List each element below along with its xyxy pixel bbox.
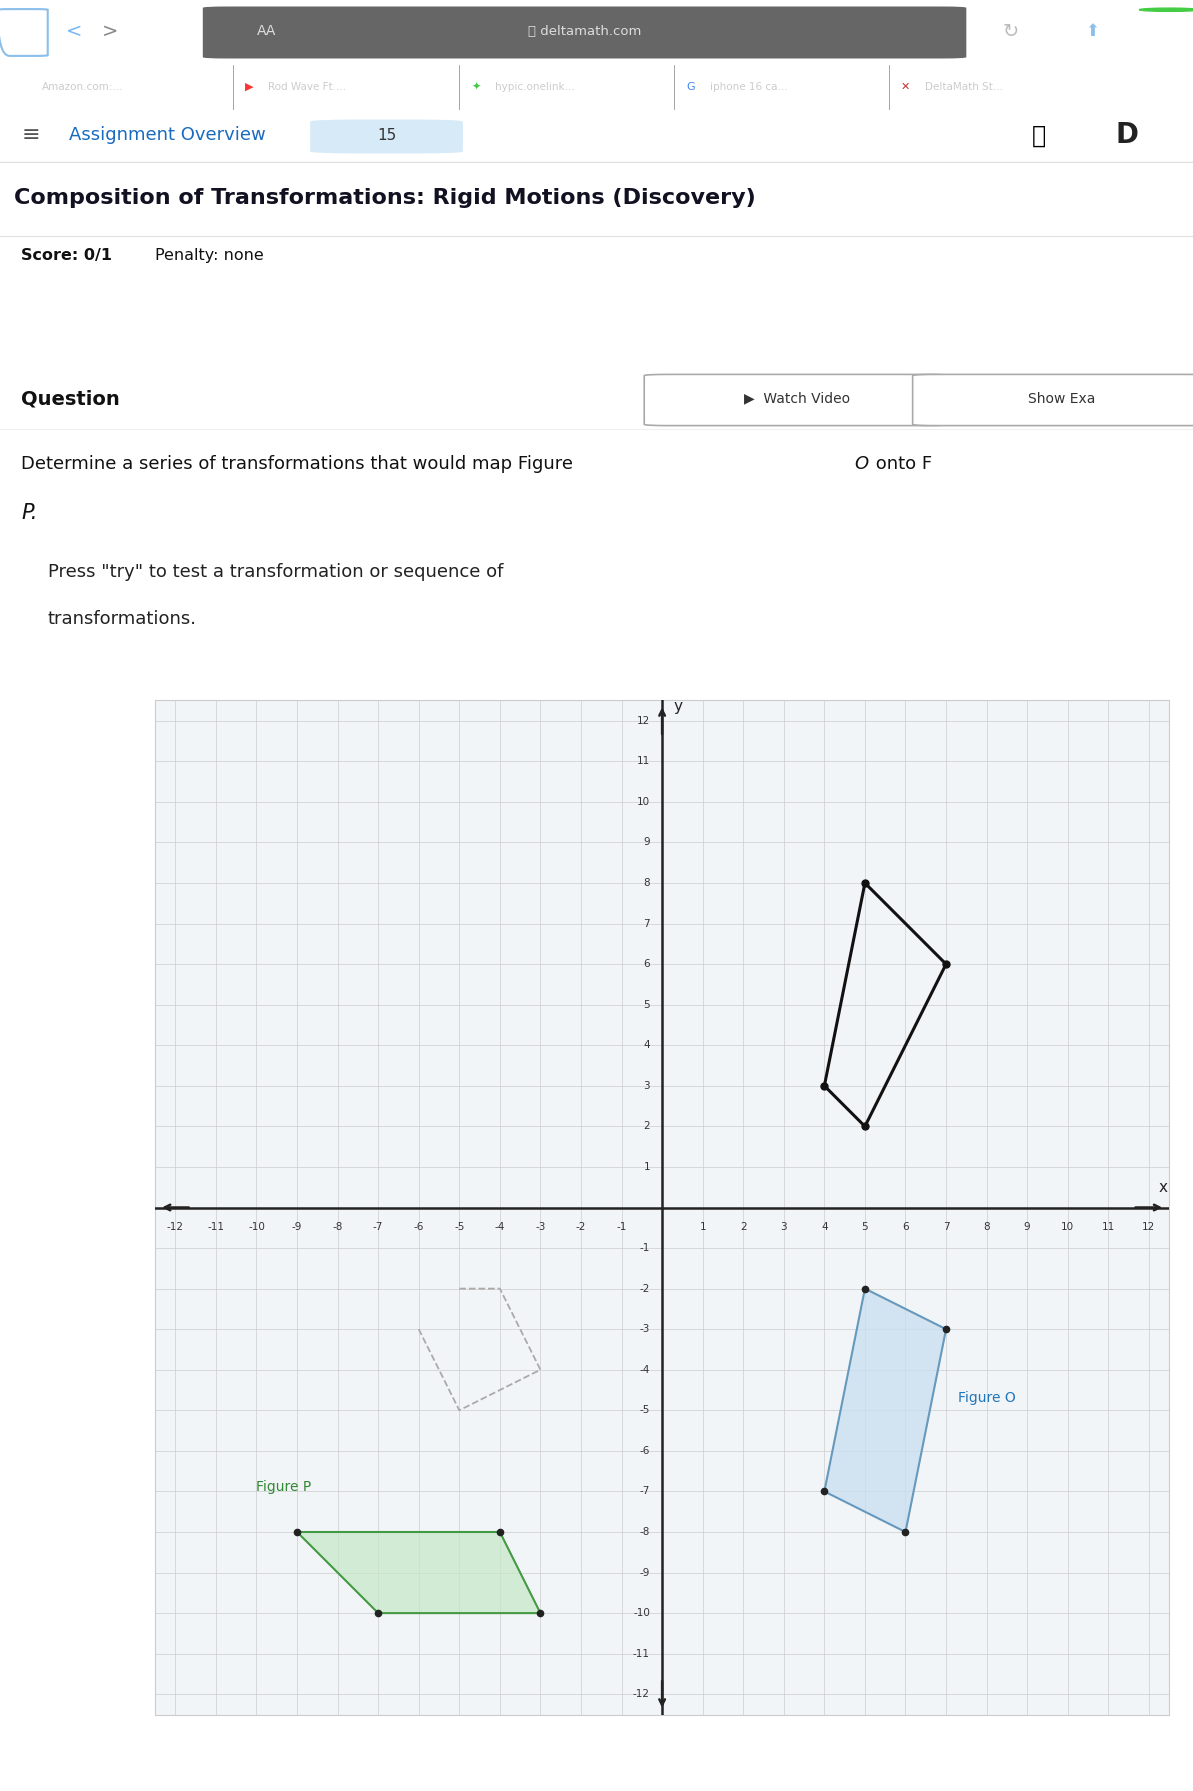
Text: Press "try" to test a transformation or sequence of: Press "try" to test a transformation or …: [48, 562, 503, 580]
Text: -5: -5: [639, 1406, 650, 1415]
Text: DeltaMath St...: DeltaMath St...: [925, 82, 1002, 91]
Text: Amazon.com:...: Amazon.com:...: [42, 82, 123, 91]
Text: y: y: [674, 698, 682, 715]
Text: >: >: [101, 21, 118, 41]
Text: 4: 4: [821, 1221, 828, 1232]
FancyBboxPatch shape: [644, 374, 948, 426]
Text: 9: 9: [1024, 1221, 1031, 1232]
Text: -7: -7: [373, 1221, 383, 1232]
Text: hypic.onelink...: hypic.onelink...: [495, 82, 575, 91]
Text: 3: 3: [643, 1080, 650, 1091]
Text: 12: 12: [637, 716, 650, 725]
Text: x: x: [1158, 1180, 1168, 1195]
FancyBboxPatch shape: [203, 7, 966, 59]
Text: iphone 16 ca...: iphone 16 ca...: [710, 82, 787, 91]
FancyBboxPatch shape: [913, 374, 1193, 426]
Text: -3: -3: [536, 1221, 545, 1232]
Text: -4: -4: [495, 1221, 505, 1232]
Text: Show Exa: Show Exa: [1028, 392, 1095, 407]
Text: AA: AA: [256, 25, 276, 38]
Text: -6: -6: [414, 1221, 424, 1232]
Text: 15: 15: [377, 127, 396, 143]
Polygon shape: [297, 1531, 540, 1614]
Text: 8: 8: [643, 878, 650, 888]
Text: 12: 12: [1142, 1221, 1156, 1232]
Text: -6: -6: [639, 1445, 650, 1456]
Text: Figure O: Figure O: [958, 1392, 1016, 1406]
Text: -9: -9: [639, 1567, 650, 1578]
Text: -12: -12: [633, 1689, 650, 1700]
Text: 7: 7: [643, 919, 650, 928]
Text: -10: -10: [248, 1221, 265, 1232]
Text: 3: 3: [780, 1221, 787, 1232]
Text: 8: 8: [983, 1221, 990, 1232]
Text: -1: -1: [617, 1221, 626, 1232]
Text: Score: 0/1: Score: 0/1: [21, 249, 112, 263]
Text: -8: -8: [333, 1221, 342, 1232]
Text: 6: 6: [643, 960, 650, 969]
FancyBboxPatch shape: [310, 120, 463, 154]
Text: P.: P.: [21, 503, 38, 523]
Text: ⬆: ⬆: [1086, 21, 1100, 39]
Text: 6: 6: [902, 1221, 909, 1232]
Text: ▶: ▶: [245, 82, 253, 91]
Text: 🔒 deltamath.com: 🔒 deltamath.com: [527, 25, 642, 38]
Text: Assignment Overview: Assignment Overview: [69, 127, 266, 145]
Text: transformations.: transformations.: [48, 611, 197, 629]
Text: Figure P: Figure P: [256, 1481, 311, 1494]
Text: -10: -10: [633, 1608, 650, 1617]
Text: 2: 2: [643, 1121, 650, 1132]
Text: 5: 5: [861, 1221, 869, 1232]
Text: 7: 7: [942, 1221, 950, 1232]
Text: -2: -2: [576, 1221, 586, 1232]
Text: ✕: ✕: [901, 82, 910, 91]
Text: 9: 9: [643, 838, 650, 847]
Text: -4: -4: [639, 1365, 650, 1375]
Text: Rod Wave Ft....: Rod Wave Ft....: [268, 82, 346, 91]
Text: -1: -1: [639, 1243, 650, 1254]
Text: 1: 1: [643, 1162, 650, 1171]
Text: 10: 10: [637, 797, 650, 808]
Text: -9: -9: [292, 1221, 302, 1232]
Text: 4: 4: [643, 1041, 650, 1050]
Text: -11: -11: [633, 1650, 650, 1658]
Text: -7: -7: [639, 1487, 650, 1497]
Text: 11: 11: [637, 756, 650, 767]
Text: Determine a series of transformations that would map Figure: Determine a series of transformations th…: [21, 455, 580, 473]
Text: D: D: [1115, 122, 1138, 149]
Circle shape: [1139, 9, 1193, 11]
Text: 5: 5: [643, 999, 650, 1010]
Text: -5: -5: [455, 1221, 464, 1232]
Text: Composition of Transformations: Rigid Motions (Discovery): Composition of Transformations: Rigid Mo…: [14, 188, 756, 208]
Text: O: O: [854, 455, 869, 473]
Text: 10: 10: [1061, 1221, 1075, 1232]
Text: onto F: onto F: [870, 455, 932, 473]
Text: 🎓: 🎓: [1032, 124, 1046, 147]
Text: 11: 11: [1101, 1221, 1115, 1232]
Text: Question: Question: [21, 389, 120, 408]
Text: Penalty: none: Penalty: none: [155, 249, 264, 263]
Text: 2: 2: [740, 1221, 747, 1232]
Text: 1: 1: [699, 1221, 706, 1232]
Text: ≡: ≡: [21, 125, 41, 145]
Text: ✦: ✦: [471, 82, 481, 91]
Text: ↻: ↻: [1002, 21, 1019, 41]
Text: G: G: [686, 82, 694, 91]
Text: -11: -11: [208, 1221, 224, 1232]
Polygon shape: [824, 1288, 946, 1531]
Text: <: <: [66, 21, 82, 41]
Text: -8: -8: [639, 1528, 650, 1537]
Text: -12: -12: [167, 1221, 184, 1232]
Text: -3: -3: [639, 1324, 650, 1334]
Text: -2: -2: [639, 1284, 650, 1293]
Text: ▶  Watch Video: ▶ Watch Video: [744, 392, 849, 407]
